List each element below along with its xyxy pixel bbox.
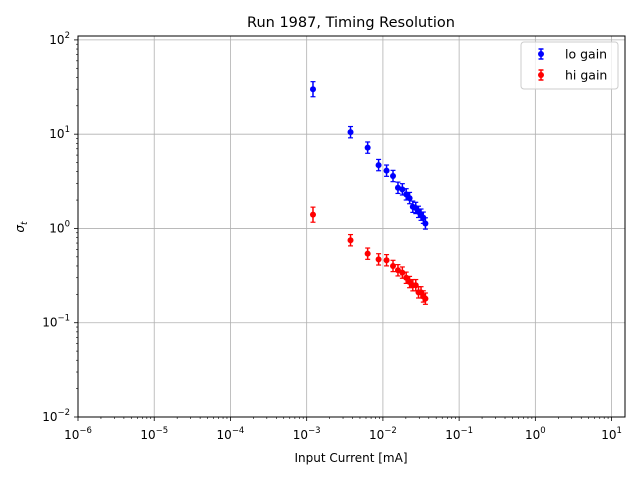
data-layer	[309, 81, 429, 305]
y-axis-title: σt	[13, 221, 30, 233]
x-tick-label: 10−1	[445, 426, 473, 442]
x-tick-label: 10−5	[140, 426, 168, 442]
y-tick-label: 102	[49, 31, 70, 47]
data-point-lo-gain	[364, 144, 371, 151]
y-tick-label: 10−2	[42, 408, 70, 424]
data-point-lo-gain	[422, 220, 429, 227]
y-axis-title-sub: t	[20, 221, 30, 225]
y-tick-label: 101	[49, 125, 70, 141]
data-point-lo-gain	[399, 186, 406, 193]
data-point-lo-gain	[309, 86, 316, 93]
plot-frame	[77, 35, 626, 418]
chart-title: Run 1987, Timing Resolution	[247, 15, 455, 31]
data-point-lo-gain	[383, 167, 390, 174]
legend-label-hi-gain: hi gain	[565, 68, 607, 83]
x-tick-label: 100	[525, 426, 546, 442]
data-point-hi-gain	[390, 262, 397, 269]
x-axis: 10−6 10−5 10−4 10−3 10−2 10−1 100 101	[64, 417, 622, 442]
data-point-hi-gain	[347, 237, 354, 244]
x-tick-label: 10−3	[293, 426, 321, 442]
legend-label-lo-gain: lo gain	[565, 47, 607, 62]
legend-item-hi-gain: hi gain	[538, 68, 607, 83]
x-tick-label: 10−4	[217, 426, 245, 442]
data-point-hi-gain	[422, 295, 429, 302]
data-point-lo-gain	[390, 173, 397, 180]
y-tick-label: 10−1	[42, 314, 70, 330]
data-point-hi-gain	[364, 250, 371, 257]
y-tick-label: 100	[49, 219, 70, 235]
x-tick-label: 10−6	[64, 426, 92, 442]
x-axis-title: Input Current [mA]	[294, 451, 407, 465]
data-point-hi-gain	[399, 269, 406, 276]
legend-marker-hi-gain	[538, 72, 544, 78]
data-point-hi-gain	[375, 256, 382, 263]
data-point-lo-gain	[375, 162, 382, 169]
grid-lines	[77, 36, 625, 418]
x-tick-label: 101	[601, 426, 622, 442]
legend-box	[520, 41, 619, 90]
data-point-hi-gain	[309, 211, 316, 218]
data-point-lo-gain	[347, 129, 354, 136]
data-point-hi-gain	[394, 267, 401, 274]
legend: lo gain hi gain	[520, 41, 619, 90]
series-lo-gain	[309, 81, 429, 230]
series-hi-gain	[309, 206, 429, 305]
x-tick-label: 10−2	[369, 426, 397, 442]
data-point-hi-gain	[383, 257, 390, 264]
data-point-lo-gain	[406, 195, 413, 202]
legend-marker-lo-gain	[538, 51, 544, 57]
y-axis: 10−2 10−1 100 101 102	[42, 31, 78, 424]
legend-item-lo-gain: lo gain	[538, 47, 607, 62]
y-axis-title-base: σ	[13, 225, 27, 233]
